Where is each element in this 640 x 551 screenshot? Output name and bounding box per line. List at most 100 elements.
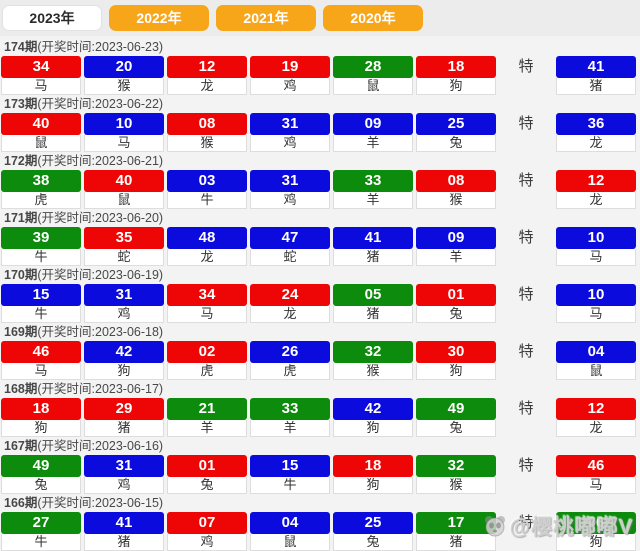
ball-number: 33 bbox=[250, 398, 330, 420]
number-cell: 08 猴 bbox=[167, 113, 247, 152]
ball-number: 34 bbox=[167, 284, 247, 306]
ball-number: 35 bbox=[84, 227, 164, 249]
zodiac-label: 鸡 bbox=[84, 477, 164, 494]
number-cell: 31 鸡 bbox=[250, 170, 330, 209]
number-cell: 38 虎 bbox=[1, 170, 81, 209]
ball-number: 25 bbox=[416, 113, 496, 135]
number-cell: 19 鸡 bbox=[250, 56, 330, 95]
ball-number: 18 bbox=[333, 455, 413, 477]
special-number-cell: 12 龙 bbox=[556, 170, 636, 209]
number-cell: 42 狗 bbox=[333, 398, 413, 437]
year-tab-2020年[interactable]: 2020年 bbox=[323, 5, 423, 31]
number-cell: 05 猪 bbox=[333, 284, 413, 323]
number-cell: 35 蛇 bbox=[84, 227, 164, 266]
special-number-cell: 04 鼠 bbox=[556, 341, 636, 380]
numbers-row: 27 牛 41 猪 07 鸡 04 鼠 25 兔 17 猪 特 06 狗 bbox=[0, 512, 640, 551]
zodiac-label: 龙 bbox=[556, 192, 636, 209]
ball-number: 10 bbox=[84, 113, 164, 135]
zodiac-label: 兔 bbox=[1, 477, 81, 494]
draw-time-label: (开奖时间:2023-06-23) bbox=[37, 40, 164, 54]
special-number-cell: 41 猪 bbox=[556, 56, 636, 95]
year-tab-2023年[interactable]: 2023年 bbox=[2, 5, 102, 31]
zodiac-label: 鼠 bbox=[84, 192, 164, 209]
ball-number: 07 bbox=[167, 512, 247, 534]
draw-header: 168期(开奖时间:2023-06-17) bbox=[0, 382, 640, 397]
zodiac-label: 龙 bbox=[250, 306, 330, 323]
draw-header: 174期(开奖时间:2023-06-23) bbox=[0, 40, 640, 55]
number-cell: 49 兔 bbox=[416, 398, 496, 437]
number-cell: 15 牛 bbox=[250, 455, 330, 494]
draw-block: 168期(开奖时间:2023-06-17) 18 狗 29 猪 21 羊 33 … bbox=[0, 380, 640, 437]
ball-number: 31 bbox=[250, 170, 330, 192]
draws-list: 174期(开奖时间:2023-06-23) 34 马 20 猴 12 龙 19 … bbox=[0, 36, 640, 551]
ball-number: 41 bbox=[556, 56, 636, 78]
ball-number: 08 bbox=[416, 170, 496, 192]
number-cell: 49 兔 bbox=[1, 455, 81, 494]
number-cell: 31 鸡 bbox=[250, 113, 330, 152]
draw-header: 167期(开奖时间:2023-06-16) bbox=[0, 439, 640, 454]
ball-number: 34 bbox=[1, 56, 81, 78]
ball-number: 41 bbox=[84, 512, 164, 534]
special-number-cell: 10 马 bbox=[556, 284, 636, 323]
zodiac-label: 猪 bbox=[556, 78, 636, 95]
number-cell: 31 鸡 bbox=[84, 455, 164, 494]
number-cell: 40 鼠 bbox=[84, 170, 164, 209]
zodiac-label: 蛇 bbox=[84, 249, 164, 266]
number-cell: 21 羊 bbox=[167, 398, 247, 437]
number-cell: 01 兔 bbox=[167, 455, 247, 494]
numbers-row: 39 牛 35 蛇 48 龙 47 蛇 41 猪 09 羊 特 10 马 bbox=[0, 227, 640, 266]
draw-time-label: (开奖时间:2023-06-17) bbox=[37, 382, 164, 396]
zodiac-label: 马 bbox=[556, 306, 636, 323]
number-cell: 08 猴 bbox=[416, 170, 496, 209]
ball-number: 26 bbox=[250, 341, 330, 363]
number-cell: 33 羊 bbox=[250, 398, 330, 437]
zodiac-label: 鸡 bbox=[250, 135, 330, 152]
ball-number: 01 bbox=[167, 455, 247, 477]
year-tab-label: 2022年 bbox=[136, 10, 182, 26]
zodiac-label: 猪 bbox=[84, 420, 164, 437]
ball-number: 46 bbox=[556, 455, 636, 477]
ball-number: 47 bbox=[250, 227, 330, 249]
zodiac-label: 羊 bbox=[333, 135, 413, 152]
numbers-row: 15 牛 31 鸡 34 马 24 龙 05 猪 01 兔 特 10 马 bbox=[0, 284, 640, 323]
zodiac-label: 龙 bbox=[167, 78, 247, 95]
zodiac-label: 鸡 bbox=[250, 78, 330, 95]
number-cell: 46 马 bbox=[1, 341, 81, 380]
draw-header: 171期(开奖时间:2023-06-20) bbox=[0, 211, 640, 226]
issue-label: 169期 bbox=[4, 325, 38, 339]
number-cell: 01 兔 bbox=[416, 284, 496, 323]
ball-number: 49 bbox=[416, 398, 496, 420]
draw-block: 170期(开奖时间:2023-06-19) 15 牛 31 鸡 34 马 24 … bbox=[0, 266, 640, 323]
zodiac-label: 虎 bbox=[250, 363, 330, 380]
number-cell: 03 牛 bbox=[167, 170, 247, 209]
year-tab-2022年[interactable]: 2022年 bbox=[109, 5, 209, 31]
year-tab-label: 2021年 bbox=[243, 10, 289, 26]
issue-label: 170期 bbox=[4, 268, 38, 282]
issue-label: 173期 bbox=[4, 97, 38, 111]
draw-block: 171期(开奖时间:2023-06-20) 39 牛 35 蛇 48 龙 47 … bbox=[0, 209, 640, 266]
number-cell: 18 狗 bbox=[333, 455, 413, 494]
ball-number: 04 bbox=[250, 512, 330, 534]
ball-number: 46 bbox=[1, 341, 81, 363]
ball-number: 12 bbox=[167, 56, 247, 78]
zodiac-label: 马 bbox=[84, 135, 164, 152]
zodiac-label: 蛇 bbox=[250, 249, 330, 266]
ball-number: 12 bbox=[556, 398, 636, 420]
zodiac-label: 猴 bbox=[416, 192, 496, 209]
draw-header: 169期(开奖时间:2023-06-18) bbox=[0, 325, 640, 340]
number-cell: 33 羊 bbox=[333, 170, 413, 209]
ball-number: 10 bbox=[556, 284, 636, 306]
special-marker-label: 特 bbox=[518, 115, 534, 132]
zodiac-label: 马 bbox=[556, 249, 636, 266]
draw-time-label: (开奖时间:2023-06-21) bbox=[37, 154, 164, 168]
number-cell: 12 龙 bbox=[167, 56, 247, 95]
zodiac-label: 鸡 bbox=[167, 534, 247, 551]
special-marker-label: 特 bbox=[518, 229, 534, 246]
draw-block: 172期(开奖时间:2023-06-21) 38 虎 40 鼠 03 牛 31 … bbox=[0, 152, 640, 209]
ball-number: 17 bbox=[416, 512, 496, 534]
draw-time-label: (开奖时间:2023-06-19) bbox=[37, 268, 164, 282]
ball-number: 42 bbox=[333, 398, 413, 420]
year-tab-2021年[interactable]: 2021年 bbox=[216, 5, 316, 31]
zodiac-label: 狗 bbox=[333, 420, 413, 437]
